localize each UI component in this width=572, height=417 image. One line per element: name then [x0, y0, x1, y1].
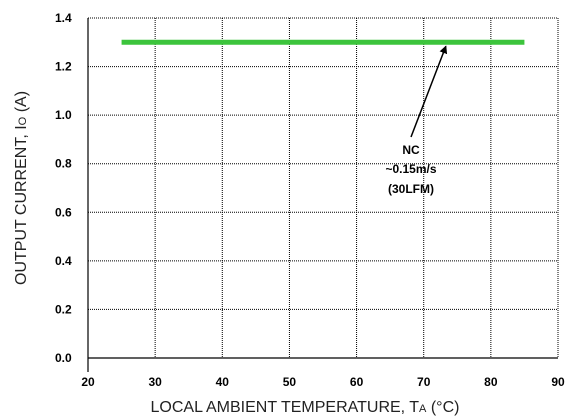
- y-tick-label: 1.0: [55, 108, 72, 122]
- annotation-line-3: (30LFM): [388, 182, 434, 196]
- y-tick-label: 0.4: [55, 254, 72, 268]
- x-tick-label: 20: [81, 375, 95, 389]
- y-axis-title: OUTPUT CURRENT, IO (A): [13, 91, 30, 285]
- axes: [87, 18, 558, 372]
- grid-lines: [87, 17, 559, 359]
- x-tick-label: 30: [148, 375, 162, 389]
- y-tick-label: 1.4: [55, 11, 72, 25]
- x-tick-labels: 20 30 40 50 60 70 80 90: [81, 375, 565, 389]
- y-tick-label: 0.8: [55, 157, 72, 171]
- annotation: NC ~0.15m/s (30LFM): [385, 45, 448, 196]
- annotation-arrow: [410, 45, 448, 138]
- y-tick-labels: 0.0 0.2 0.4 0.6 0.8 1.0 1.2 1.4: [55, 11, 72, 365]
- y-tick-label: 1.2: [55, 60, 72, 74]
- y-tick-label: 0.2: [55, 302, 72, 316]
- annotation-line-2: ~0.15m/s: [385, 162, 436, 176]
- y-tick-label: 0.6: [55, 205, 72, 219]
- x-tick-label: 70: [417, 375, 431, 389]
- x-tick-label: 60: [350, 375, 364, 389]
- annotation-line-1: NC: [402, 143, 420, 157]
- x-tick-label: 90: [551, 375, 565, 389]
- x-tick-label: 80: [484, 375, 498, 389]
- y-tick-label: 0.0: [55, 351, 72, 365]
- x-axis-title: LOCAL AMBIENT TEMPERATURE, TA (°C): [151, 399, 460, 416]
- x-tick-label: 50: [283, 375, 297, 389]
- x-tick-label: 40: [216, 375, 230, 389]
